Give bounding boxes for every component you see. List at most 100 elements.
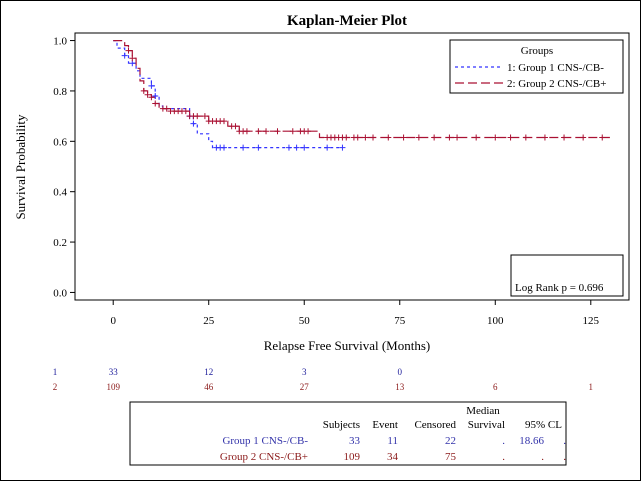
at-risk-g2-t125: 1 <box>589 382 594 392</box>
summary-row2-name: Group 2 CNS-/CB+ <box>220 451 308 463</box>
censor-mark-g2-23 <box>232 123 239 130</box>
summary-row1-cl-low: 18.66 <box>519 435 544 447</box>
at-risk-g1-t0: 33 <box>109 367 119 377</box>
censor-mark-g2-28 <box>263 128 270 135</box>
censor-mark-g1-14 <box>324 144 331 151</box>
censor-mark-g2-51 <box>492 134 499 141</box>
summary-header-event: Event <box>372 419 398 431</box>
censor-mark-g2-49 <box>454 134 461 141</box>
y-axis: 0.0 0.2 0.4 0.6 0.8 1.0 <box>53 36 75 299</box>
at-risk-g1-t25: 12 <box>204 367 213 377</box>
censor-mark-g2-12 <box>182 108 189 115</box>
censor-mark-g1-12 <box>293 144 300 151</box>
censor-mark-g2-56 <box>580 134 587 141</box>
censor-mark-g2-5 <box>152 100 159 107</box>
censor-mark-g2-48 <box>446 134 453 141</box>
censor-mark-g2-1 <box>129 55 136 62</box>
summary-header-censored: Censored <box>414 419 456 431</box>
summary-row2-censored: 75 <box>445 451 457 463</box>
at-risk-g2-t50: 27 <box>300 382 310 392</box>
censor-mark-g2-53 <box>522 134 529 141</box>
log-rank-annotation: Log Rank p = 0.696 <box>510 254 624 297</box>
censor-mark-g2-3 <box>144 91 151 98</box>
summary-row2-cl-low: . <box>541 451 544 463</box>
censor-mark-g2-30 <box>289 128 296 135</box>
summary-row2-median: . <box>502 451 505 463</box>
summary-row2-cl-high: . <box>563 451 566 463</box>
plot-area <box>74 32 630 301</box>
censor-mark-g1-11 <box>285 144 292 151</box>
y-tick-label-2: 0.4 <box>53 187 67 199</box>
y-tick-label-1: 0.2 <box>53 237 67 249</box>
censor-mark-g1-1 <box>129 60 136 67</box>
censor-mark-g2-44 <box>385 134 392 141</box>
censor-mark-g1-13 <box>301 144 308 151</box>
y-tick-label-5: 1.0 <box>53 36 67 48</box>
censor-mark-g1-0 <box>121 52 128 59</box>
censor-mark-g2-26 <box>243 128 250 135</box>
x-tick-label-1: 25 <box>203 315 215 327</box>
censor-mark-g2-41 <box>354 134 361 141</box>
summary-table-box <box>129 401 567 466</box>
summary-header-subjects: Subjects <box>323 419 360 431</box>
legend-entry-group1: 1: Group 1 CNS-/CB- <box>507 62 604 74</box>
censor-mark-g1-15 <box>339 144 346 151</box>
at-risk-table: 1 33 12 3 0 2 109 46 27 13 6 1 <box>53 367 593 392</box>
y-tick-label-4: 0.8 <box>53 86 67 98</box>
x-tick-label-0: 0 <box>110 315 116 327</box>
y-axis-label: Survival Probability <box>13 114 28 220</box>
x-tick-label-5: 125 <box>583 315 600 327</box>
at-risk-g1-t75: 0 <box>398 367 403 377</box>
censor-marks <box>121 47 606 151</box>
censor-mark-g2-0 <box>125 47 132 54</box>
at-risk-g1-t50: 3 <box>302 367 307 377</box>
censor-mark-g2-45 <box>400 134 407 141</box>
x-tick-label-3: 75 <box>394 315 406 327</box>
censor-mark-g2-21 <box>221 118 228 125</box>
censor-mark-g2-29 <box>274 128 281 135</box>
censor-mark-g2-33 <box>305 128 312 135</box>
legend-box <box>449 39 624 94</box>
summary-row2-event: 34 <box>387 451 399 463</box>
censor-mark-g1-3 <box>152 92 159 99</box>
summary-row1-name: Group 1 CNS-/CB- <box>222 435 308 447</box>
censor-mark-g2-46 <box>415 134 422 141</box>
summary-row1-cl-high: . <box>563 435 566 447</box>
censor-mark-g2-55 <box>561 134 568 141</box>
legend-entry-group2: 2: Group 2 CNS-/CB+ <box>507 78 606 90</box>
censor-mark-g2-54 <box>541 134 548 141</box>
at-risk-g2-t25: 46 <box>204 382 214 392</box>
censor-mark-g1-2 <box>148 82 155 89</box>
y-tick-label-3: 0.6 <box>53 136 67 148</box>
censor-mark-g1-10 <box>255 144 262 151</box>
censor-mark-g2-2 <box>140 87 147 94</box>
censor-mark-g2-16 <box>201 113 208 120</box>
x-axis: 0 25 50 75 100 125 <box>110 300 600 327</box>
x-tick-label-4: 100 <box>487 315 504 327</box>
summary-header-95cl: 95% CL <box>525 419 562 431</box>
censor-mark-g2-57 <box>599 134 606 141</box>
at-risk-g2-t75: 13 <box>395 382 405 392</box>
at-risk-g2-t0: 109 <box>106 382 120 392</box>
censor-mark-g2-15 <box>194 113 201 120</box>
y-tick-label-0: 0.0 <box>53 287 67 299</box>
censor-mark-g2-39 <box>343 134 350 141</box>
censor-mark-g1-9 <box>240 144 247 151</box>
censor-mark-g2-43 <box>370 134 377 141</box>
summary-header-survival: Survival <box>468 419 505 431</box>
censor-mark-g1-5 <box>190 120 197 127</box>
censor-mark-g2-7 <box>163 105 170 112</box>
censor-mark-g2-52 <box>507 134 514 141</box>
summary-row1-subjects: 33 <box>349 435 361 447</box>
summary-row2-subjects: 109 <box>344 451 361 463</box>
legend: Groups 1: Group 1 CNS-/CB- 2: Group 2 CN… <box>449 39 624 94</box>
x-axis-label: Relapse Free Survival (Months) <box>264 338 430 353</box>
summary-row1-event: 11 <box>387 435 398 447</box>
summary-row1-censored: 22 <box>445 435 456 447</box>
summary-table: Median Subjects Event Censored Survival … <box>129 401 567 466</box>
summary-rows: Group 1 CNS-/CB- 33 11 22. 18.66 . Group 2 CNS… <box>220 435 566 463</box>
x-tick-label-2: 50 <box>299 315 311 327</box>
summary-row1-median: . <box>502 435 505 447</box>
